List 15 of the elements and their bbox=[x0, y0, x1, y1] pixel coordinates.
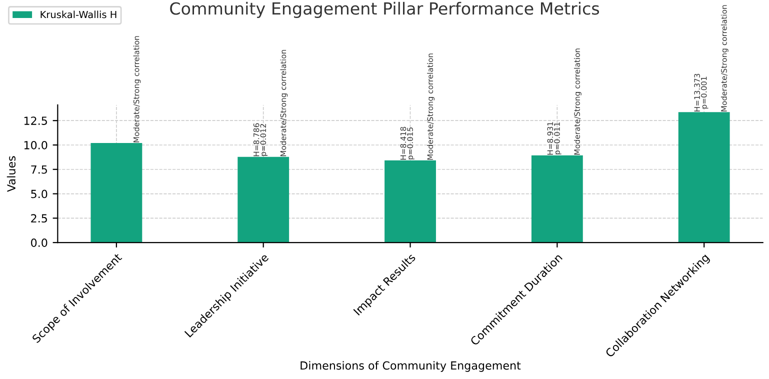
y-tick-label: 7.5 bbox=[31, 166, 47, 174]
bar bbox=[238, 156, 290, 243]
x-axis-title: Dimensions of Community Engagement bbox=[300, 361, 521, 372]
legend-label: Kruskal-Wallis H bbox=[40, 10, 116, 18]
chart-title: Community Engagement Pillar Performance Metrics bbox=[170, 2, 600, 18]
bar bbox=[384, 160, 436, 243]
y-axis-title: Values bbox=[6, 156, 16, 192]
y-tick-label: 2.5 bbox=[31, 214, 47, 223]
bar bbox=[90, 143, 142, 243]
y-tick-label: 12.5 bbox=[24, 116, 47, 125]
y-tick-label: 0.0 bbox=[31, 238, 48, 247]
bar bbox=[531, 155, 583, 243]
y-tick-label: 10.0 bbox=[24, 140, 48, 150]
y-tick-label: 5.0 bbox=[31, 190, 48, 198]
bar bbox=[678, 112, 730, 243]
